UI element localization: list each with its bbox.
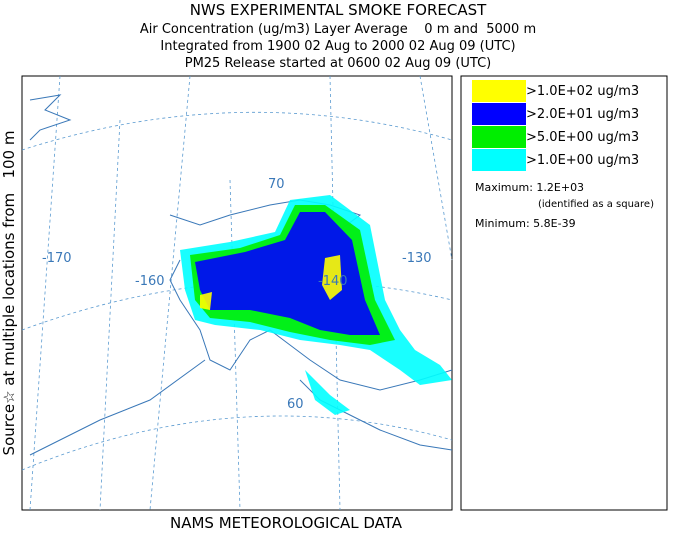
subtitle: Integrated from 1900 02 Aug to 2000 02 A… [160, 39, 515, 54]
plume-contour [195, 212, 380, 335]
graticule-label: -130 [402, 251, 432, 266]
legend-swatch [472, 149, 526, 171]
map: -170 -160 -140 -130 70 60 [21, 75, 453, 511]
subtitle: Air Concentration (ug/m3) Layer Average … [140, 22, 536, 37]
legend-swatch [472, 126, 526, 148]
side-label: Source☆ at multiple locations from 100 m [0, 131, 18, 456]
legend-swatch [472, 103, 526, 125]
plume-contour [200, 292, 212, 310]
title: NWS EXPERIMENTAL SMOKE FORECAST [190, 1, 487, 19]
graticule-label: -170 [42, 251, 72, 266]
graticule-label: -140 [318, 274, 348, 289]
minimum: Minimum: 5.8E-39 [475, 217, 576, 230]
footer: NAMS METEOROLOGICAL DATA [170, 514, 403, 532]
plume-contour [305, 370, 350, 415]
legend-label: >1.0E+02 ug/m3 [526, 84, 639, 99]
legend-swatch [472, 80, 526, 102]
maximum-note: (identified as a square) [538, 199, 654, 210]
legend-frame [460, 75, 668, 511]
coastline [29, 94, 453, 456]
graticule-label: 70 [268, 177, 285, 192]
legend-label: >2.0E+01 ug/m3 [526, 107, 639, 122]
legend: Maximum: 1.2E+03 (identified as a square… [460, 75, 668, 511]
legend-label: >5.0E+00 ug/m3 [526, 130, 639, 145]
maximum: Maximum: 1.2E+03 [475, 181, 584, 194]
subtitle: PM25 Release started at 0600 02 Aug 09 (… [185, 56, 492, 71]
graticule-label: 60 [287, 397, 304, 412]
legend-label: >1.0E+00 ug/m3 [526, 153, 639, 168]
plume-contour [322, 255, 342, 300]
graticule-label: -160 [135, 274, 165, 289]
